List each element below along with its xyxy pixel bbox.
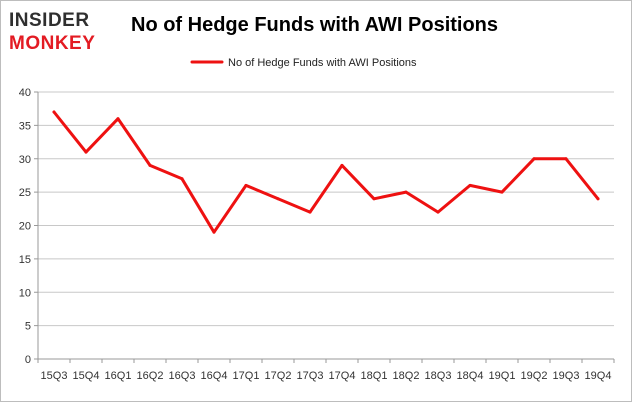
x-tick-label: 18Q4: [457, 370, 484, 382]
legend-label: No of Hedge Funds with AWI Positions: [228, 57, 417, 69]
y-tick-label: 25: [19, 187, 31, 199]
data-point: [180, 177, 184, 181]
x-tick-label: 15Q4: [73, 370, 100, 382]
y-tick-label: 5: [25, 321, 31, 333]
x-tick-label: 15Q3: [41, 370, 68, 382]
chart-title: No of Hedge Funds with AWI Positions: [131, 14, 499, 36]
y-tick-label: 30: [19, 154, 31, 166]
grid-lines: [38, 91, 614, 327]
x-tick-label: 17Q2: [265, 370, 292, 382]
data-point: [84, 150, 88, 154]
x-tick-label: 19Q1: [489, 370, 516, 382]
x-tick-label: 16Q4: [201, 370, 228, 382]
data-point: [148, 163, 152, 167]
x-tick-label: 16Q3: [169, 370, 196, 382]
data-point: [500, 190, 504, 194]
y-tick-labels: 0 5 10 15 20 25 30 35 40: [19, 87, 31, 366]
x-tick-label: 19Q3: [553, 370, 580, 382]
y-tick-label: 35: [19, 120, 31, 132]
data-point: [340, 163, 344, 167]
y-tick-label: 20: [19, 221, 31, 233]
y-tick-label: 15: [19, 254, 31, 266]
x-tick-label: 17Q3: [297, 370, 324, 382]
data-point: [244, 183, 248, 187]
data-point: [308, 210, 312, 214]
data-point: [276, 197, 280, 201]
logo-line2: MONKEY: [9, 33, 95, 53]
data-point: [564, 157, 568, 161]
x-tick-label: 18Q3: [425, 370, 452, 382]
x-tick-label: 16Q2: [137, 370, 164, 382]
y-tick-label: 40: [19, 87, 31, 99]
series-layer: [52, 110, 600, 234]
data-point: [372, 197, 376, 201]
x-tick-label: 19Q4: [585, 370, 612, 382]
data-point: [404, 190, 408, 194]
x-tick-label: 18Q1: [361, 370, 388, 382]
x-tick-label: 18Q2: [393, 370, 420, 382]
legend: No of Hedge Funds with AWI Positions: [190, 57, 417, 69]
x-tick-labels: 15Q3 15Q4 16Q1 16Q2 16Q3 16Q4 17Q1 17Q2 17Q3 17Q4…: [41, 370, 612, 382]
axes: [34, 91, 615, 363]
data-point: [532, 157, 536, 161]
data-point: [212, 230, 216, 234]
y-tick-label: 0: [25, 354, 31, 366]
insider-monkey-logo: INSIDER MONKEY: [9, 10, 95, 53]
data-point: [436, 210, 440, 214]
data-point: [596, 197, 600, 201]
logo-line1: INSIDER: [9, 10, 90, 31]
x-tick-label: 19Q2: [521, 370, 548, 382]
x-tick-label: 17Q1: [233, 370, 260, 382]
data-point: [116, 117, 120, 121]
data-point: [468, 183, 472, 187]
series-line: [52, 110, 600, 234]
data-point: [52, 110, 56, 114]
x-tick-label: 16Q1: [105, 370, 132, 382]
y-tick-label: 10: [19, 287, 31, 299]
x-tick-label: 17Q4: [329, 370, 356, 382]
